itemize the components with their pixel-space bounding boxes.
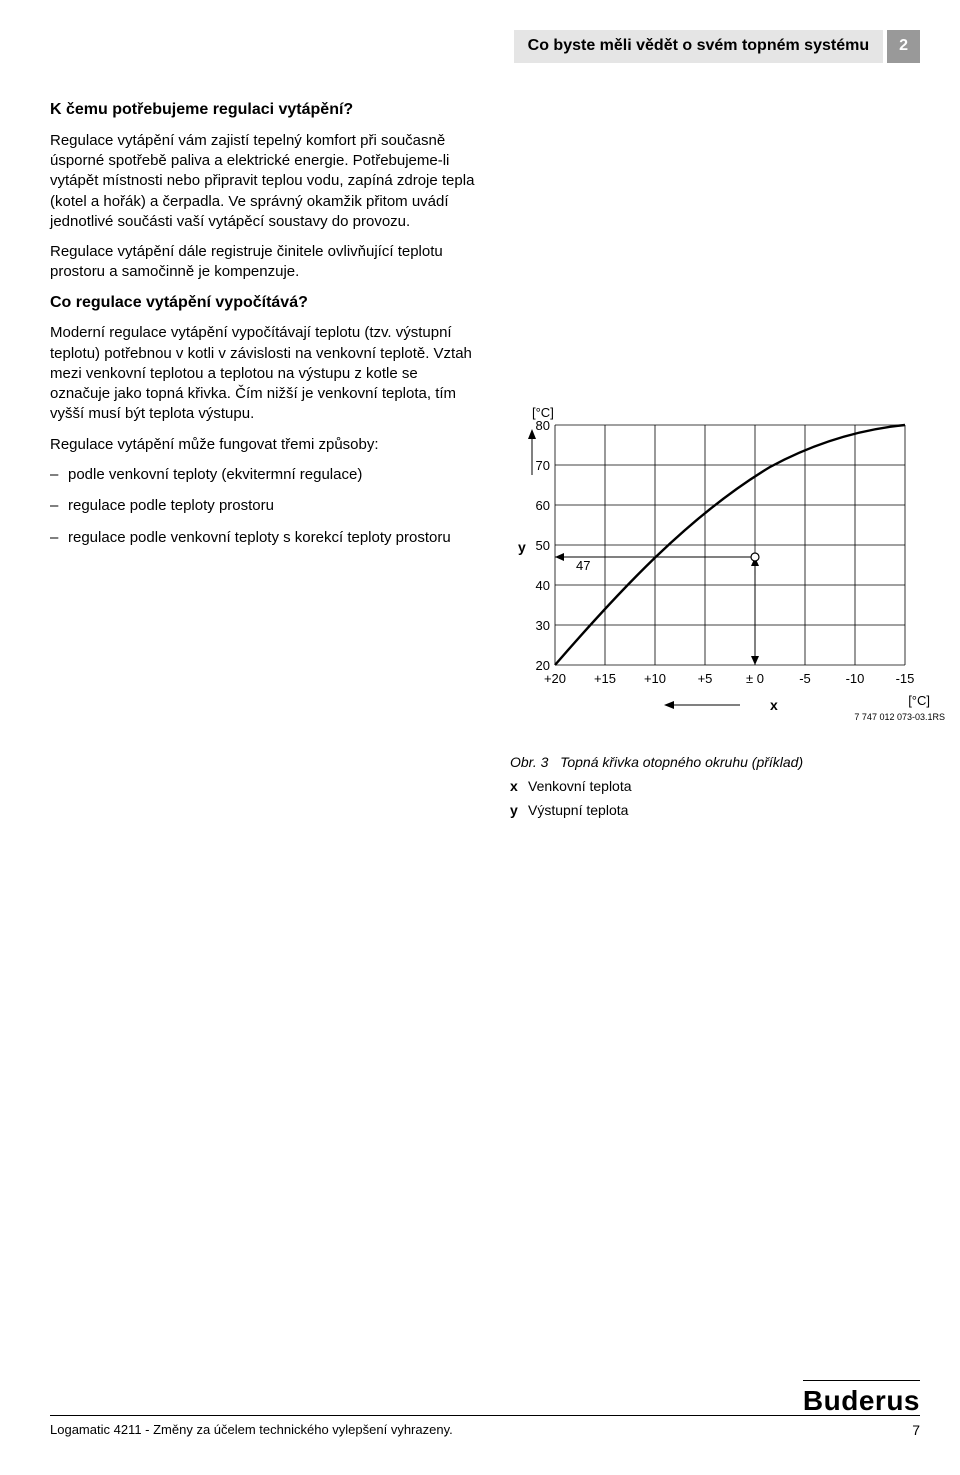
- chapter-title: Co byste měli vědět o svém topném systém…: [514, 30, 883, 63]
- svg-text:-10: -10: [846, 671, 865, 686]
- bullet-list: podle venkovní teploty (ekvitermní regul…: [50, 465, 480, 548]
- paragraph: Regulace vytápění může fungovat třemi zp…: [50, 435, 480, 455]
- svg-text:40: 40: [536, 578, 550, 593]
- caption-label: Obr. 3: [510, 754, 548, 770]
- page-content: K čemu potřebujeme regulaci vytápění? Re…: [50, 100, 920, 1355]
- svg-text:± 0: ± 0: [746, 671, 764, 686]
- svg-text:+5: +5: [698, 671, 713, 686]
- y-axis-label: y: [518, 539, 526, 555]
- paragraph: Regulace vytápění dále registruje činite…: [50, 242, 480, 283]
- svg-text:60: 60: [536, 498, 550, 513]
- legend-y: yVýstupní teplota: [510, 801, 950, 819]
- text-column: K čemu potřebujeme regulaci vytápění? Re…: [50, 100, 480, 1355]
- page-number: 7: [912, 1421, 920, 1439]
- heating-curve-chart: 47 80 70 60 50 40 30 20 [°C]: [510, 405, 950, 819]
- list-item: regulace podle teploty prostoru: [50, 496, 480, 516]
- x-axis-label: x: [770, 697, 778, 713]
- chart-column: 47 80 70 60 50 40 30 20 [°C]: [510, 100, 950, 1355]
- footer-text: Logamatic 4211 - Změny za účelem technic…: [50, 1422, 453, 1439]
- svg-text:-15: -15: [896, 671, 915, 686]
- svg-text:+10: +10: [644, 671, 666, 686]
- legend-x: xVenkovní teplota: [510, 777, 950, 795]
- chart-caption: Obr. 3 Topná křivka otopného okruhu (pří…: [510, 753, 950, 771]
- y-tick-labels: 80 70 60 50 40 30 20: [536, 418, 550, 673]
- x-tick-labels: +20 +15 +10 +5 ± 0 -5 -10 -15: [544, 671, 914, 686]
- heading-1: K čemu potřebujeme regulaci vytápění?: [50, 100, 480, 121]
- list-item: regulace podle venkovní teploty s korekc…: [50, 528, 480, 548]
- svg-text:+20: +20: [544, 671, 566, 686]
- svg-text:80: 80: [536, 418, 550, 433]
- svg-text:+15: +15: [594, 671, 616, 686]
- chart-ref-code: 7 747 012 073-03.1RS: [854, 712, 945, 722]
- paragraph: Moderní regulace vytápění vypočítávají t…: [50, 323, 480, 424]
- svg-text:70: 70: [536, 458, 550, 473]
- brand-logo: Buderus: [803, 1380, 920, 1419]
- x-unit: [°C]: [908, 693, 930, 708]
- chart-svg: 47 80 70 60 50 40 30 20 [°C]: [510, 405, 950, 735]
- heading-2: Co regulace vytápění vypočítává?: [50, 293, 480, 314]
- svg-text:50: 50: [536, 538, 550, 553]
- reference-marker: 47: [555, 553, 759, 665]
- y-unit: [°C]: [532, 405, 554, 420]
- caption-text: Topná křivka otopného okruhu (příklad): [560, 754, 803, 770]
- svg-text:-5: -5: [799, 671, 811, 686]
- chapter-header: Co byste měli vědět o svém topném systém…: [514, 30, 920, 63]
- x-axis-arrow: [664, 701, 740, 709]
- list-item: podle venkovní teploty (ekvitermní regul…: [50, 465, 480, 485]
- marker-label: 47: [576, 558, 590, 573]
- chapter-number: 2: [887, 30, 920, 63]
- paragraph: Regulace vytápění vám zajistí tepelný ko…: [50, 131, 480, 232]
- page-footer: Logamatic 4211 - Změny za účelem technic…: [50, 1415, 920, 1439]
- svg-text:30: 30: [536, 618, 550, 633]
